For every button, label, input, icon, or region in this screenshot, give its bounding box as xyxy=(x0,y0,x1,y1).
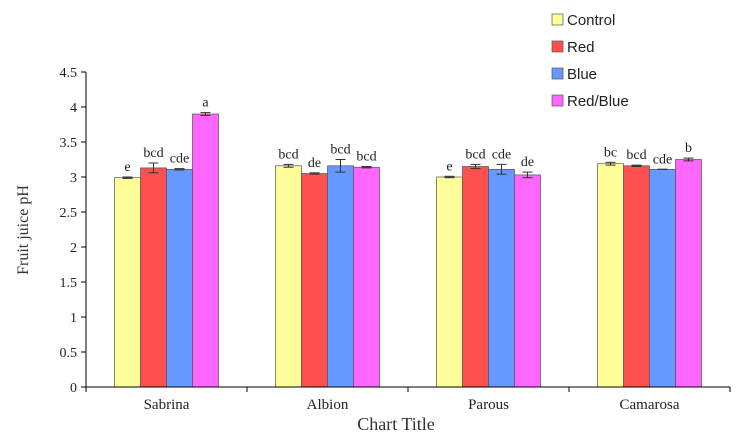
bar xyxy=(166,168,193,388)
bar xyxy=(275,165,302,388)
x-tick-label: Camarosa xyxy=(620,397,680,413)
legend-label: Red xyxy=(567,39,595,56)
bar-significance-label: bcd xyxy=(626,148,646,163)
y-tick-label: 0 xyxy=(70,381,77,396)
bar-significance-label: bcd xyxy=(278,147,298,162)
y-axis-title: Fruit juice pH xyxy=(15,185,32,275)
bar xyxy=(301,173,328,388)
bar xyxy=(462,166,489,388)
bar-significance-label: de xyxy=(308,156,321,171)
bar xyxy=(192,113,219,388)
bar xyxy=(623,165,650,388)
y-tick-label: 1.5 xyxy=(60,276,78,291)
bar xyxy=(114,177,141,388)
bar-significance-label: bcd xyxy=(330,143,350,158)
bar-significance-label: cde xyxy=(492,147,511,162)
legend-swatch xyxy=(551,40,564,53)
bar-significance-label: a xyxy=(202,96,209,111)
y-tick-label: 3.5 xyxy=(60,136,78,151)
legend: Control Red Blue Red/Blue xyxy=(551,12,629,110)
y-tick-label: 2 xyxy=(70,241,77,256)
bar xyxy=(327,165,354,388)
y-tick-label: 1 xyxy=(70,311,77,326)
y-tick-label: 4 xyxy=(70,101,77,116)
x-tick-label: Parous xyxy=(468,397,509,413)
x-axis-title: Chart Title xyxy=(357,414,435,434)
bar-significance-label: cde xyxy=(170,152,189,167)
legend-swatch xyxy=(551,94,564,107)
legend-swatch xyxy=(551,13,564,26)
bar-significance-label: bcd xyxy=(356,150,376,165)
bar xyxy=(436,176,463,388)
legend-label: Control xyxy=(567,12,615,29)
legend-label: Red/Blue xyxy=(567,93,629,110)
bar xyxy=(514,174,541,388)
legend-swatch xyxy=(551,67,564,80)
y-tick-label: 4.5 xyxy=(60,66,78,81)
bar-significance-label: de xyxy=(521,155,534,170)
bar-significance-label: cde xyxy=(653,152,672,167)
bar xyxy=(488,168,515,388)
bar-significance-label: bcd xyxy=(143,146,163,161)
bar xyxy=(353,166,380,388)
y-axis: 0 0.5 1 1.5 2 2.5 3 3.5 4 4.5 xyxy=(60,66,87,396)
bar-significance-label: b xyxy=(685,141,692,156)
y-tick-label: 0.5 xyxy=(60,346,78,361)
bar xyxy=(597,163,624,388)
bar-significance-label: e xyxy=(446,159,452,174)
x-tick-label: Albion xyxy=(307,397,349,413)
x-axis: Sabrina Albion Parous Camarosa xyxy=(85,386,731,413)
bar xyxy=(140,167,167,388)
bar-significance-label: bcd xyxy=(465,147,485,162)
bar xyxy=(675,159,702,388)
x-tick-label: Sabrina xyxy=(144,397,190,413)
y-tick-label: 2.5 xyxy=(60,206,78,221)
bar xyxy=(649,168,676,388)
bar-significance-label: e xyxy=(124,160,130,175)
legend-label: Blue xyxy=(567,66,597,83)
y-tick-label: 3 xyxy=(70,171,77,186)
bar-significance-label: bc xyxy=(604,145,617,160)
